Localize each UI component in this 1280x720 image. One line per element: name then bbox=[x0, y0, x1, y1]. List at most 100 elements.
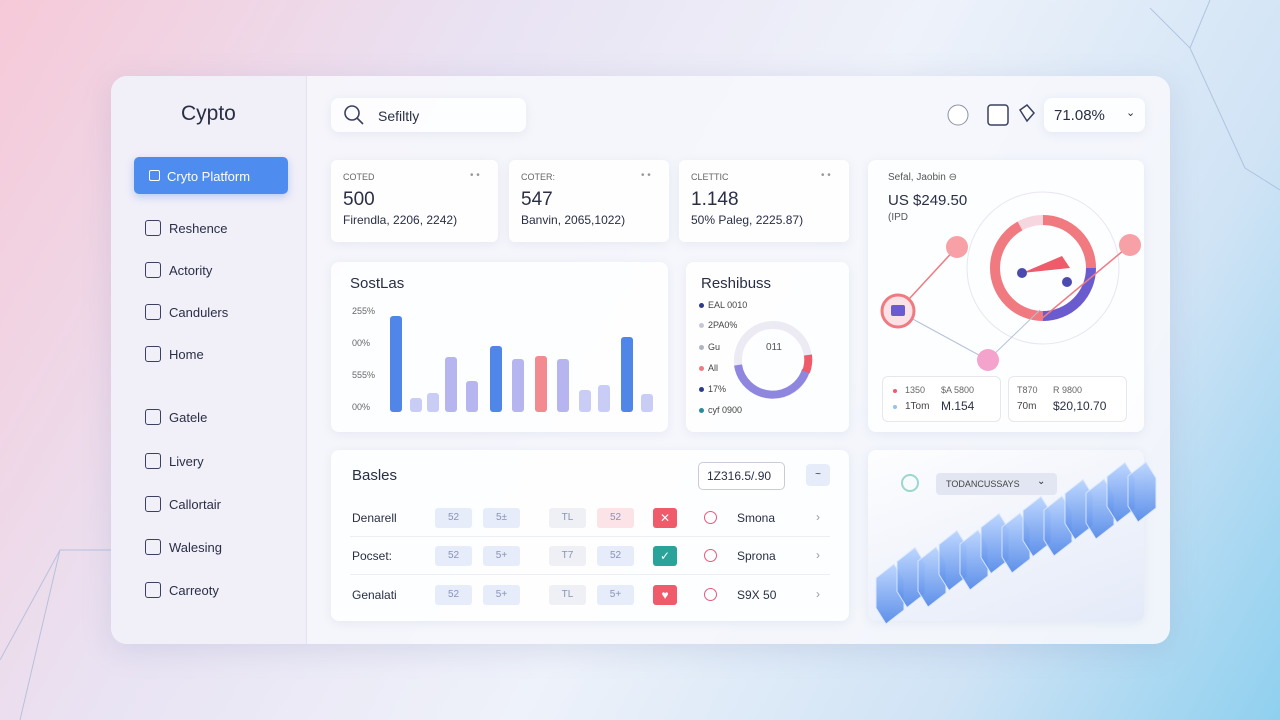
stat-card: COTER: 547 Banvin, 2065,1022) • • bbox=[509, 160, 669, 242]
bar bbox=[445, 357, 457, 412]
row-chevron[interactable]: › bbox=[816, 587, 820, 601]
mini-text: T870 bbox=[1017, 385, 1038, 395]
nav-item[interactable]: Gatele bbox=[140, 406, 290, 428]
bar bbox=[579, 390, 591, 412]
donut-center: 011 bbox=[766, 342, 782, 353]
nav-label: Actority bbox=[169, 263, 213, 278]
chip: 5+ bbox=[483, 546, 520, 566]
chip: 52 bbox=[435, 546, 472, 566]
legend-text: cyf 0900 bbox=[708, 405, 743, 415]
chip-text: 52 bbox=[447, 550, 460, 561]
nav-label: Walesing bbox=[169, 540, 222, 555]
nav-label: Reshence bbox=[169, 221, 228, 236]
legend-dot bbox=[699, 366, 704, 371]
avatar bbox=[704, 588, 717, 601]
card-title: Basles bbox=[352, 467, 398, 484]
chip-text: 5± bbox=[495, 512, 508, 523]
row-name: Denarell bbox=[352, 511, 397, 525]
card-title: Reshibuss bbox=[701, 275, 772, 292]
menu-dots: • • bbox=[821, 170, 831, 181]
nav-icon bbox=[145, 453, 161, 469]
chip: 5± bbox=[483, 508, 520, 528]
nav-item[interactable]: Actority bbox=[140, 259, 290, 281]
bar bbox=[598, 385, 610, 412]
bar bbox=[535, 356, 547, 412]
nav-item[interactable]: Livery bbox=[140, 450, 290, 472]
nav-label: Candulers bbox=[169, 305, 229, 320]
mini-text: $A 5800 bbox=[941, 385, 975, 395]
stat-card: CLETTIC 1.148 50% Paleg, 2225.87) • • bbox=[679, 160, 849, 242]
nav-label: Gatele bbox=[169, 410, 208, 425]
bar bbox=[390, 316, 402, 412]
legend-dot bbox=[699, 303, 704, 308]
stat-label: COTED bbox=[343, 172, 375, 182]
search-text: Sefiltly bbox=[378, 108, 420, 124]
mini-text: R 9800 bbox=[1053, 385, 1083, 395]
chip-text: 5+ bbox=[609, 589, 622, 600]
nav-item[interactable]: Reshence bbox=[140, 217, 290, 239]
chip: 52 bbox=[597, 546, 634, 566]
nav-item[interactable]: Callortair bbox=[140, 493, 290, 515]
dot bbox=[893, 405, 897, 409]
table-input[interactable]: 1Z316.5/.90 bbox=[698, 462, 785, 490]
row-name: Genalati bbox=[352, 588, 397, 602]
bar bbox=[621, 337, 633, 412]
search-box[interactable]: Sefiltly bbox=[331, 98, 526, 132]
nav-label: Callortair bbox=[169, 497, 222, 512]
nav-icon bbox=[145, 220, 161, 236]
stat-value: 500 bbox=[343, 189, 375, 210]
nav-icon bbox=[145, 409, 161, 425]
chip-text: 5+ bbox=[495, 550, 508, 561]
chip-text: TL bbox=[561, 589, 574, 600]
percent-dropdown[interactable]: 71.08% ⌄ bbox=[1044, 98, 1145, 132]
status-icon: ♥ bbox=[653, 585, 677, 605]
stat-detail: 50% Paleg, 2225.87) bbox=[691, 213, 804, 227]
chip-text: 52 bbox=[609, 512, 622, 523]
table-button[interactable]: ~ bbox=[806, 464, 830, 486]
chip-text: 52 bbox=[447, 589, 460, 600]
row-name: Pocset: bbox=[352, 549, 393, 563]
y-tick-label: 00% bbox=[352, 338, 370, 348]
mini-text: M.154 bbox=[941, 399, 975, 413]
nav-icon bbox=[145, 262, 161, 278]
bar bbox=[410, 398, 422, 412]
radial-sub: (IPD bbox=[888, 212, 908, 223]
row-chevron[interactable]: › bbox=[816, 548, 820, 562]
nav-item[interactable]: Candulers bbox=[140, 301, 290, 323]
radial-amount: US $249.50 bbox=[888, 192, 968, 209]
menu-dots: • • bbox=[470, 170, 480, 181]
chip: 52 bbox=[597, 508, 634, 528]
legend-dot bbox=[699, 387, 704, 392]
nav-item[interactable]: Home bbox=[140, 343, 290, 365]
stat-label: CLETTIC bbox=[691, 172, 729, 182]
status-icon: ✕ bbox=[653, 508, 677, 528]
nav-item[interactable]: Walesing bbox=[140, 536, 290, 558]
bar bbox=[466, 381, 478, 412]
bar bbox=[512, 359, 524, 412]
dot bbox=[893, 389, 897, 393]
row-user: S9X 50 bbox=[737, 588, 777, 602]
legend-text: 17% bbox=[708, 384, 727, 394]
row-user: Smona bbox=[737, 511, 776, 525]
dropdown[interactable]: TODANCUSSAYS ⌄ bbox=[936, 473, 1057, 495]
row-chevron[interactable]: › bbox=[816, 510, 820, 524]
y-tick-label: 255% bbox=[352, 306, 375, 316]
nav-icon bbox=[145, 496, 161, 512]
legend-text: Gu bbox=[708, 342, 721, 352]
mini-text: 1350 bbox=[905, 385, 926, 395]
ribbon-card: TODANCUSSAYS ⌄ bbox=[868, 450, 1144, 621]
stat-value: 547 bbox=[521, 189, 553, 210]
nav-label: Livery bbox=[169, 454, 204, 469]
mini-card: 1350 $A 5800 1Tom M.154 bbox=[882, 376, 1001, 422]
nav-label: Home bbox=[169, 347, 204, 362]
chip-text: T7 bbox=[561, 550, 574, 561]
status-icon: ✓ bbox=[653, 546, 677, 566]
legend-dot bbox=[699, 323, 704, 328]
nav-item[interactable]: Carreoty bbox=[140, 579, 290, 601]
table-card: Basles 1Z316.5/.90 ~ bbox=[331, 450, 849, 621]
active-nav-button[interactable]: Cryto Platform bbox=[134, 157, 288, 194]
legend-dot bbox=[699, 345, 704, 350]
